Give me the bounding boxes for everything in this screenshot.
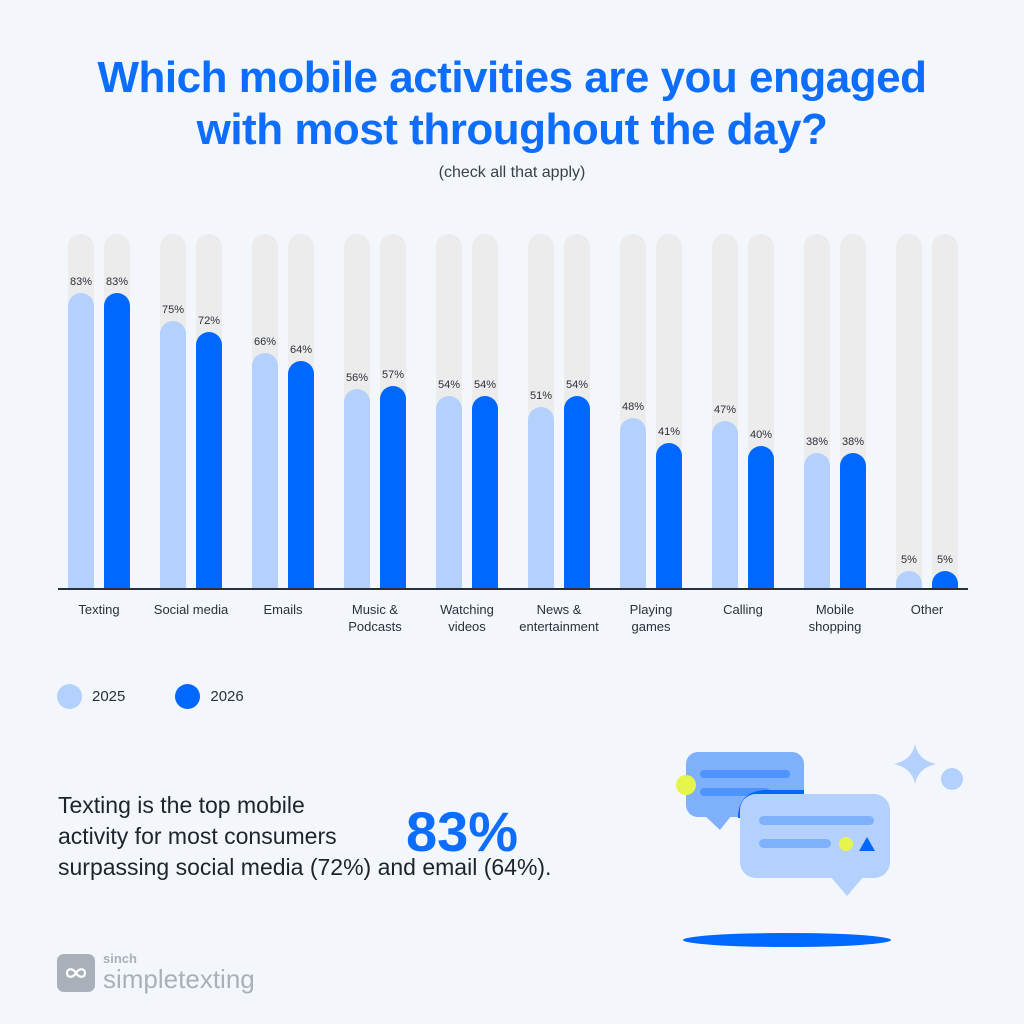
bar-value-label: 41% xyxy=(657,425,681,438)
bar-2026 xyxy=(196,331,222,589)
category-label: Playing games xyxy=(629,602,673,634)
bar-2026 xyxy=(840,453,866,589)
subtitle: (check all that apply) xyxy=(438,164,586,181)
bar-2026 xyxy=(104,292,130,589)
insight-line-3: surpassing social media (72%) and email … xyxy=(58,854,552,880)
title-line-1: Which mobile activities are you engaged xyxy=(97,53,927,102)
bar-value-label: 83% xyxy=(105,275,129,288)
bar-value-label: 5% xyxy=(901,554,917,566)
bar-value-label: 66% xyxy=(253,336,277,349)
bar-2025 xyxy=(160,321,186,589)
insight-line-2: activity for most consumers xyxy=(58,823,337,849)
bar-2026 xyxy=(656,442,682,589)
legend-label: 2026 xyxy=(210,688,244,705)
bar-2025 xyxy=(896,571,922,589)
bar-2025 xyxy=(712,421,738,589)
insight-line-1: Texting is the top mobile xyxy=(58,792,305,818)
chart-legend: 2025 2026 xyxy=(57,684,294,709)
legend-item-2026: 2026 xyxy=(175,684,244,709)
category-label: Texting xyxy=(78,602,120,617)
bar-value-label: 56% xyxy=(345,372,369,385)
bar-2026 xyxy=(932,571,958,589)
infinity-logo-icon xyxy=(57,953,95,992)
bar-track xyxy=(896,234,922,589)
legend-dot-icon xyxy=(57,684,82,709)
bar-chart: 83% 83% Texting 75% 72% Social media 66% 64% Ema… xyxy=(58,234,968,634)
bar-2026 xyxy=(748,446,774,589)
bar-2026 xyxy=(380,385,406,589)
chat-bubbles-illustration xyxy=(660,730,980,965)
category-label: News & entertainment xyxy=(519,602,599,634)
x-axis-baseline xyxy=(58,588,968,590)
category-label: Watching videos xyxy=(440,602,494,634)
bar-2026 xyxy=(472,396,498,589)
bar-2025 xyxy=(344,389,370,589)
bar-value-label: 54% xyxy=(565,379,589,392)
legend-dot-icon xyxy=(175,684,201,709)
bar-2025 xyxy=(68,292,94,589)
bar-value-label: 83% xyxy=(69,275,93,288)
bar-value-label: 51% xyxy=(529,389,553,402)
bar-2025 xyxy=(252,353,278,589)
bar-value-label: 75% xyxy=(161,304,185,317)
category-label: Social media xyxy=(153,602,229,617)
category-label: Calling xyxy=(723,602,763,617)
insight-highlight-stat: 83% xyxy=(406,800,519,863)
bar-track xyxy=(932,234,958,589)
bar-2026 xyxy=(288,360,314,589)
legend-item-2025: 2025 xyxy=(57,684,125,709)
brand-name: simpletexting xyxy=(103,964,255,994)
bar-2025 xyxy=(804,453,830,589)
brand-parent: sinch xyxy=(103,951,137,966)
bar-value-label: 48% xyxy=(621,400,645,413)
chat-bubbles-icon xyxy=(676,744,963,947)
bar-value-label: 54% xyxy=(437,379,461,392)
category-label: Emails xyxy=(263,602,303,617)
category-label: Music & Podcasts xyxy=(348,602,402,634)
category-label: Mobile shopping xyxy=(808,602,862,634)
bar-2025 xyxy=(436,396,462,589)
bar-value-label: 64% xyxy=(289,343,313,356)
bar-value-label: 54% xyxy=(473,379,497,392)
bar-2025 xyxy=(528,406,554,589)
category-label: Other xyxy=(910,602,944,617)
bar-2026 xyxy=(564,396,590,589)
bar-value-label: 40% xyxy=(749,429,773,442)
bar-value-label: 38% xyxy=(805,436,829,449)
bar-value-label: 72% xyxy=(197,314,221,327)
bar-value-label: 57% xyxy=(381,368,405,381)
title-line-2: with most throughout the day? xyxy=(196,105,828,154)
page-title: Which mobile activities are you engaged … xyxy=(0,52,1024,156)
legend-label: 2025 xyxy=(92,688,126,705)
insight-callout: Texting is the top mobile activity for m… xyxy=(58,790,551,883)
bar-2025 xyxy=(620,417,646,589)
bar-value-label: 38% xyxy=(841,436,865,449)
brand-logo: sinch simpletexting xyxy=(57,952,255,993)
bar-value-label: 47% xyxy=(713,404,737,417)
bar-value-label: 5% xyxy=(937,554,953,566)
